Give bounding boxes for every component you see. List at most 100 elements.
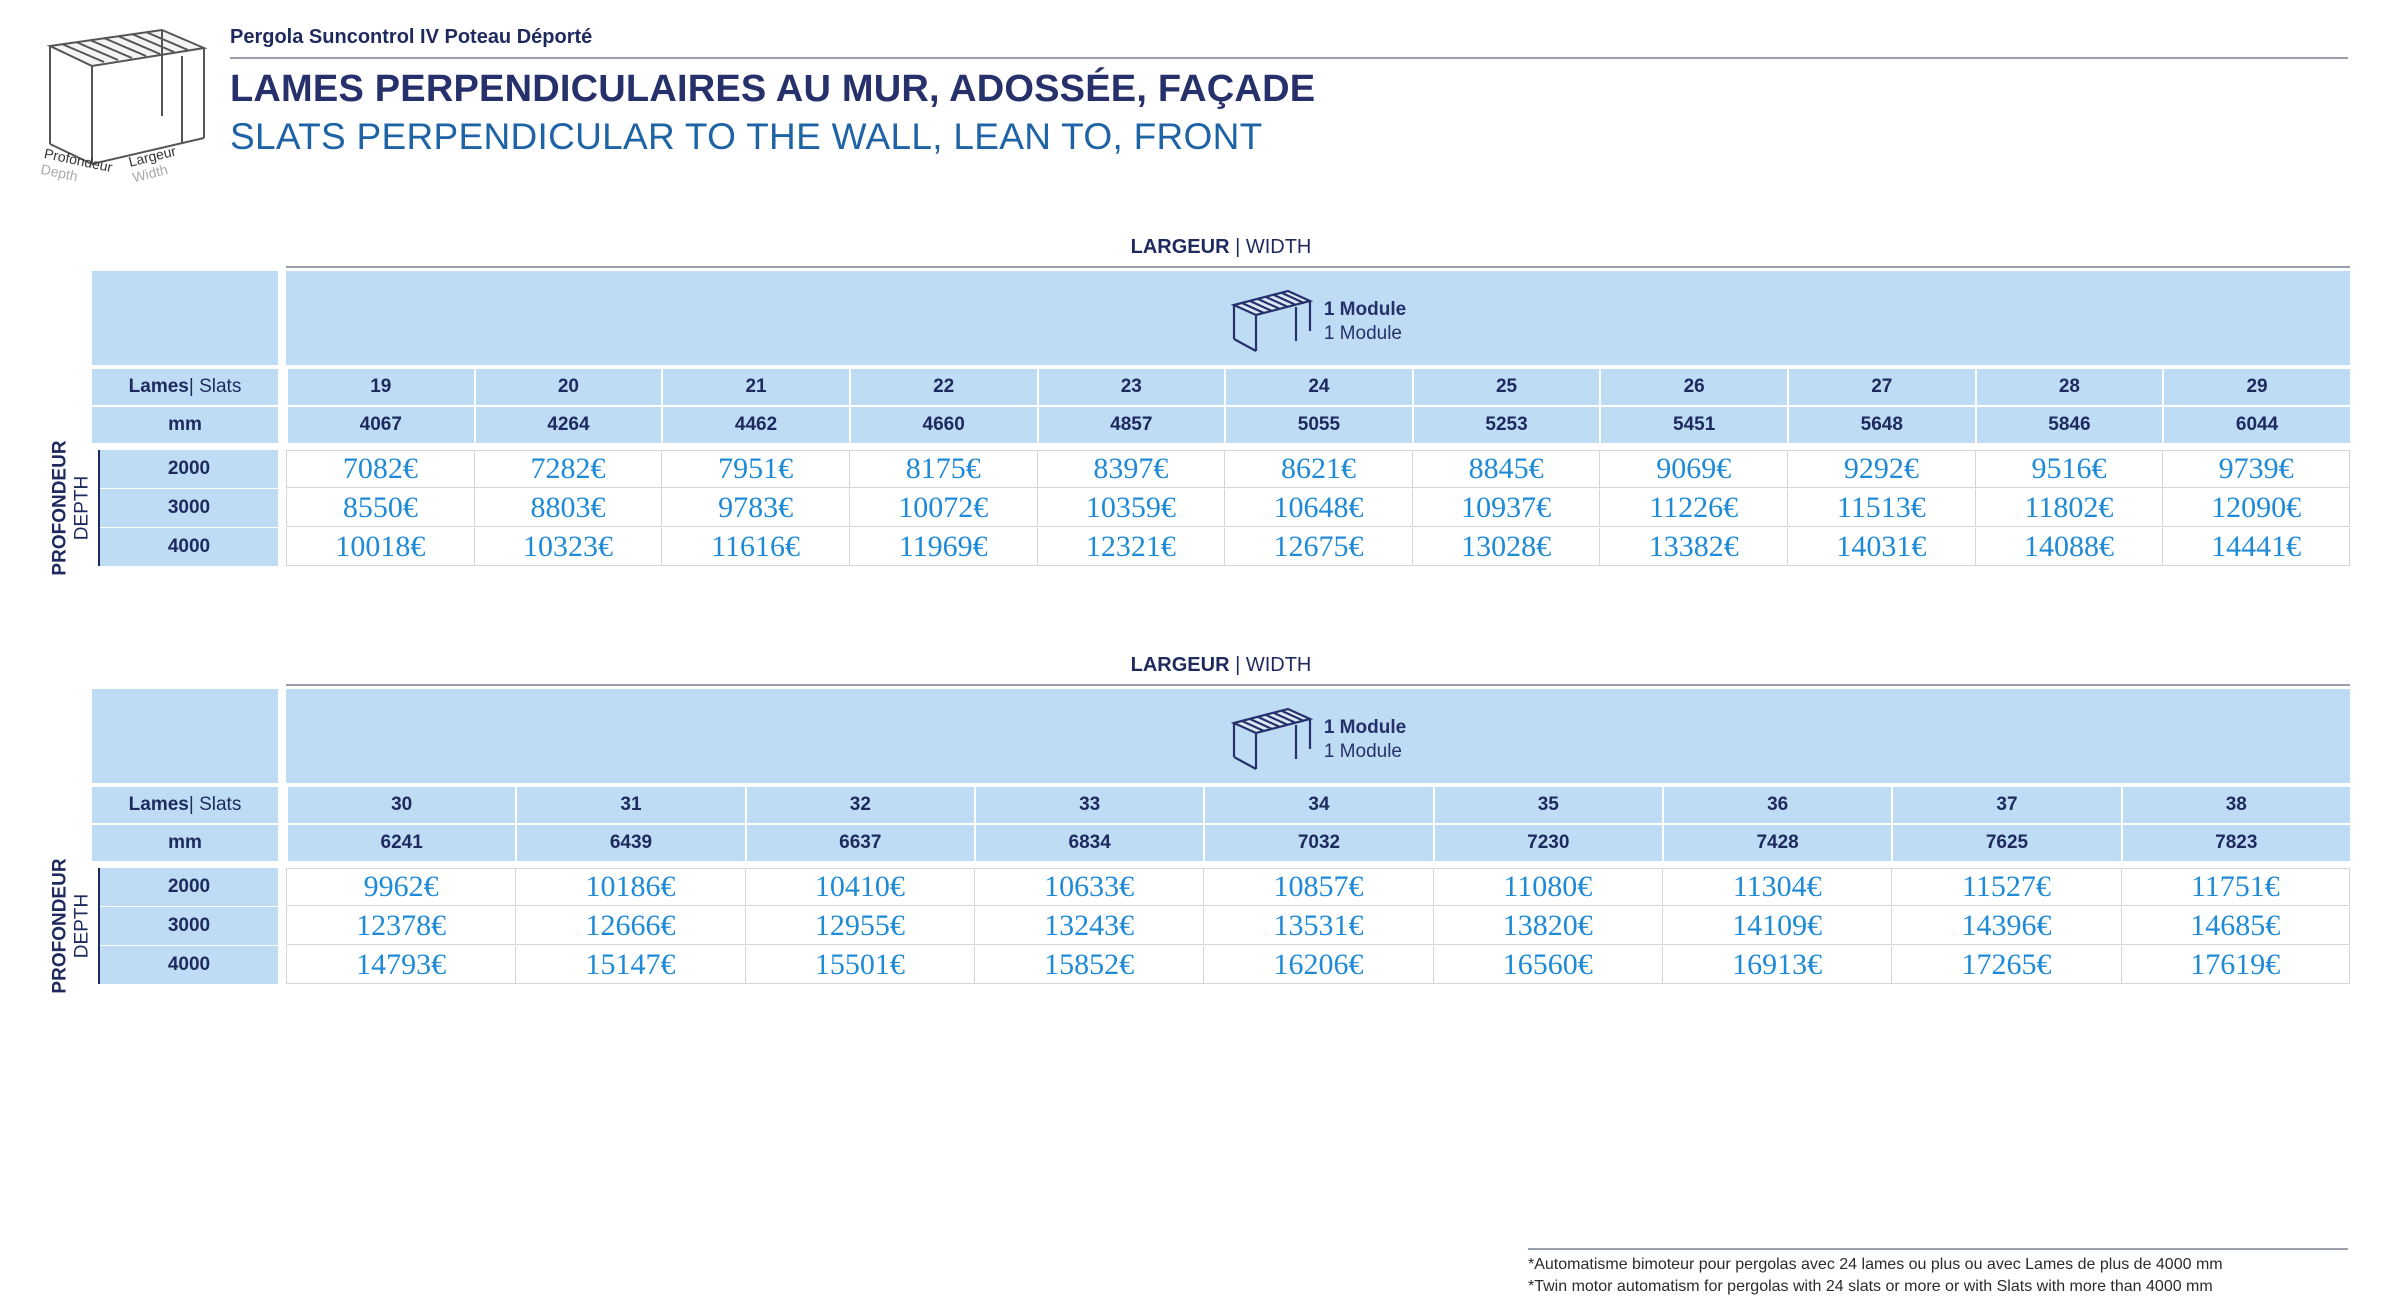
price-cell: 14031€ [1787, 528, 1975, 566]
price-cell: 8550€ [286, 489, 474, 527]
slats-count: 30 [286, 787, 516, 823]
page-title-fr: LAMES PERPENDICULAIRES AU MUR, ADOSSÉE, … [230, 68, 1316, 110]
price-cell: 8175€ [848, 450, 1037, 488]
slats-count: 20 [473, 369, 662, 405]
depth-value: 3000 [100, 907, 278, 945]
slats-count: 34 [1203, 787, 1433, 823]
footnotes: *Automatisme bimoteur pour pergolas avec… [1528, 1248, 2348, 1298]
header-divider [230, 57, 2348, 59]
slats-label: Lames | Slats [92, 369, 278, 405]
price-cell: 13382€ [1599, 528, 1787, 566]
price-cell: 8803€ [473, 489, 662, 527]
module-label-en: 1 Module [1323, 741, 1402, 762]
slats-row: Lames | Slats 19 20 21 22 23 24 25 26 27 28 29 [92, 369, 2350, 405]
depth-value: 2000 [100, 868, 278, 906]
price-row: 3000 12378€ 12666€ 12955€ 13243€ 13531€ 13820€… [92, 907, 2350, 945]
price-cell: 9516€ [1974, 450, 2163, 488]
price-cell: 10410€ [744, 868, 974, 906]
width-mm: 6834 [973, 825, 1204, 861]
width-mm: 5648 [1787, 407, 1975, 443]
slats-count: 37 [1891, 787, 2121, 823]
width-divider [286, 266, 2350, 268]
footnote-fr: *Automatisme bimoteur pour pergolas avec… [1528, 1248, 2348, 1276]
price-row: 3000 8550€ 8803€ 9783€ 10072€ 10359€ 10648€ 109… [92, 489, 2350, 527]
depth-label: PROFONDEUR DEPTH [50, 440, 93, 576]
slats-count: 27 [1787, 369, 1975, 405]
header-corner [92, 271, 278, 365]
slats-count: 23 [1036, 369, 1225, 405]
price-cell: 9292€ [1787, 450, 1975, 488]
price-cell: 10857€ [1203, 868, 1433, 906]
width-mm: 5451 [1599, 407, 1787, 443]
depth-bar [98, 450, 100, 566]
width-mm: 7625 [1891, 825, 2121, 861]
slats-count: 36 [1661, 787, 1892, 823]
price-cell: 14088€ [1974, 528, 2163, 566]
price-cell: 7282€ [473, 450, 662, 488]
width-mm: 6637 [744, 825, 974, 861]
module-label-en: 1 Module [1323, 323, 1402, 344]
width-mm: 6439 [515, 825, 745, 861]
price-cell: 14685€ [2120, 907, 2350, 945]
width-mm: 6044 [2162, 407, 2350, 443]
pergola-diagram-icon: Profondeur Depth Largeur Width [39, 26, 214, 198]
module-label: 1 Module [1323, 299, 1407, 320]
depth-label: PROFONDEUR DEPTH [50, 858, 93, 994]
price-cell: 11513€ [1787, 489, 1975, 527]
price-cell: 10648€ [1224, 489, 1412, 527]
price-row: 2000 9962€ 10186€ 10410€ 10633€ 10857€ 11080€ 1… [92, 868, 2350, 906]
footnote-en: *Twin motor automatism for pergolas with… [1528, 1278, 2213, 1295]
price-cell: 17619€ [2120, 946, 2350, 984]
price-cell: 14441€ [2162, 528, 2350, 566]
slats-count: 35 [1432, 787, 1662, 823]
price-cell: 9739€ [2162, 450, 2350, 488]
price-cell: 14793€ [286, 946, 516, 984]
price-cell: 12666€ [515, 907, 745, 945]
price-cell: 9783€ [661, 489, 849, 527]
width-mm: 4462 [661, 407, 849, 443]
mm-row: mm 6241 6439 6637 6834 7032 7230 7428 7625 7823 [92, 825, 2350, 861]
price-cell: 16913€ [1661, 946, 1892, 984]
price-cell: 11616€ [661, 528, 849, 566]
price-cell: 14396€ [1891, 907, 2121, 945]
depth-value: 4000 [100, 946, 278, 984]
price-cell: 15147€ [515, 946, 745, 984]
width-mm: 7230 [1432, 825, 1662, 861]
price-cell: 10359€ [1036, 489, 1225, 527]
width-mm: 4857 [1036, 407, 1225, 443]
module-header: 1 Module 1 Module [286, 689, 2350, 783]
slats-count: 24 [1224, 369, 1412, 405]
price-cell: 13028€ [1411, 528, 1600, 566]
header-corner [92, 689, 278, 783]
price-cell: 15501€ [744, 946, 974, 984]
depth-value: 4000 [100, 528, 278, 566]
width-mm: 7823 [2120, 825, 2350, 861]
price-cell: 10633€ [973, 868, 1204, 906]
price-cell: 16206€ [1203, 946, 1433, 984]
price-cell: 11802€ [1974, 489, 2163, 527]
width-mm: 4264 [473, 407, 662, 443]
width-mm: 7428 [1661, 825, 1892, 861]
price-cell: 11226€ [1599, 489, 1787, 527]
price-cell: 13243€ [973, 907, 1204, 945]
width-mm: 5055 [1224, 407, 1412, 443]
price-cell: 12378€ [286, 907, 516, 945]
slats-row: Lames | Slats 30 31 32 33 34 35 36 37 38 [92, 787, 2350, 823]
page-title-en: SLATS PERPENDICULAR TO THE WALL, LEAN TO… [230, 116, 1263, 157]
slats-count: 26 [1599, 369, 1787, 405]
price-cell: 10072€ [848, 489, 1037, 527]
price-row: 4000 14793€ 15147€ 15501€ 15852€ 16206€ 16560€… [92, 946, 2350, 984]
slats-label: Lames | Slats [92, 787, 278, 823]
slats-count: 31 [515, 787, 745, 823]
price-cell: 10937€ [1411, 489, 1600, 527]
price-cell: 10018€ [286, 528, 474, 566]
slats-count: 32 [744, 787, 974, 823]
price-cell: 8845€ [1411, 450, 1600, 488]
product-subtitle: Pergola Suncontrol IV Poteau Déporté [230, 26, 593, 48]
price-cell: 17265€ [1891, 946, 2121, 984]
price-cell: 13531€ [1203, 907, 1433, 945]
module-label: 1 Module [1323, 717, 1407, 738]
price-cell: 7082€ [286, 450, 474, 488]
price-cell: 11751€ [2120, 868, 2350, 906]
price-cell: 15852€ [973, 946, 1204, 984]
